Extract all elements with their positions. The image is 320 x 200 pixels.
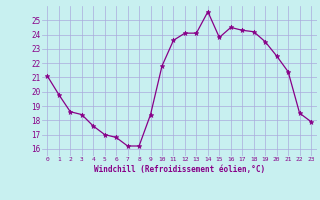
- X-axis label: Windchill (Refroidissement éolien,°C): Windchill (Refroidissement éolien,°C): [94, 165, 265, 174]
